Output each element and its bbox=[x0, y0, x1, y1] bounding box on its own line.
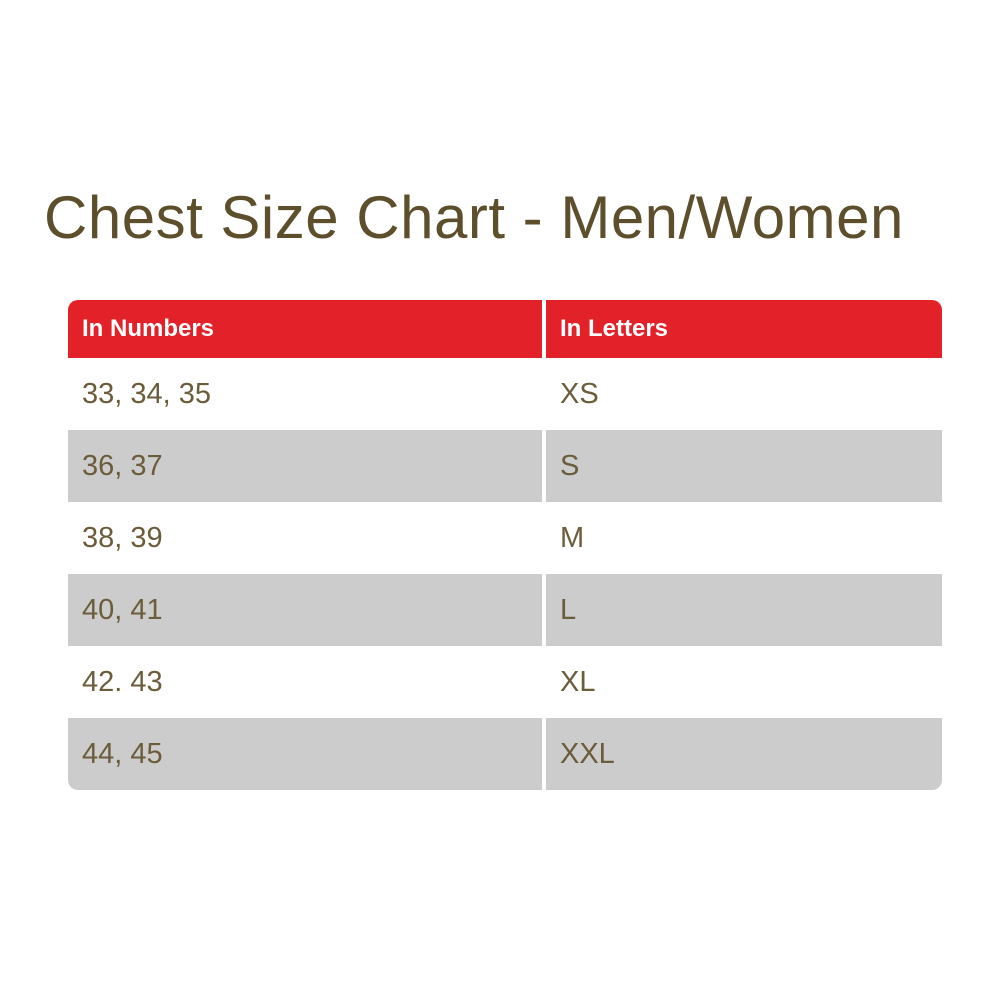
cell-numbers: 38, 39 bbox=[82, 521, 163, 554]
column-header-in-letters: In Letters bbox=[546, 300, 942, 358]
cell-letters: S bbox=[546, 430, 942, 502]
table-row: 44, 45 XXL bbox=[68, 718, 942, 790]
size-chart-table: In Numbers In Letters 33, 34, 35 XS 36, … bbox=[68, 300, 942, 790]
cell-numbers: 40, 41 bbox=[68, 574, 542, 646]
cell-numbers: 42. 43 bbox=[82, 665, 163, 698]
cell-numbers: 36, 37 bbox=[68, 430, 542, 502]
table-row: 42. 43 XL bbox=[68, 646, 942, 718]
cell-letters: XL bbox=[560, 665, 596, 698]
table-row: 40, 41 L bbox=[68, 574, 942, 646]
cell-letters: XXL bbox=[546, 718, 942, 790]
cell-numbers: 33, 34, 35 bbox=[82, 377, 211, 410]
page-title: Chest Size Chart - Men/Women bbox=[44, 184, 904, 251]
table-header-row: In Numbers In Letters bbox=[68, 300, 942, 358]
cell-letters: L bbox=[546, 574, 942, 646]
table-row: 36, 37 S bbox=[68, 430, 942, 502]
cell-numbers: 44, 45 bbox=[68, 718, 542, 790]
cell-letters: M bbox=[560, 521, 585, 554]
cell-letters: XS bbox=[560, 377, 599, 410]
column-header-in-numbers: In Numbers bbox=[68, 300, 542, 358]
table-row: 38, 39 M bbox=[68, 502, 942, 574]
table-row: 33, 34, 35 XS bbox=[68, 358, 942, 430]
